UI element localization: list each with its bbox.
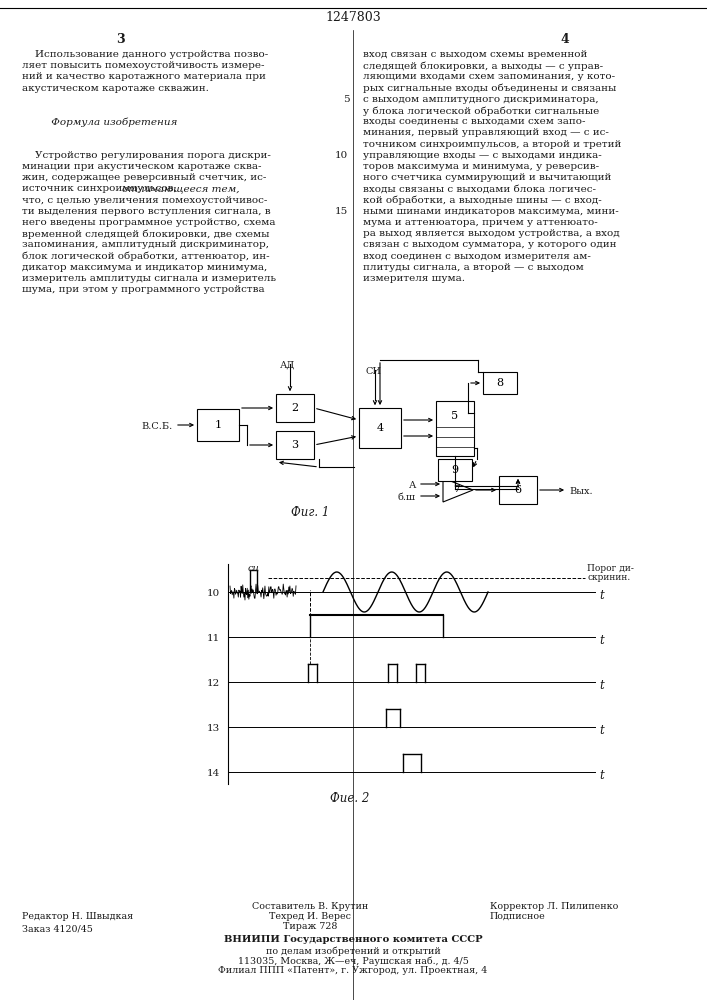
Text: 15: 15 xyxy=(334,207,348,216)
Text: 9: 9 xyxy=(452,465,459,475)
Text: ляет повысить помехоустойчивость измере-: ляет повысить помехоустойчивость измере- xyxy=(22,61,264,70)
Text: 5: 5 xyxy=(452,411,459,421)
Text: Формула изобретения: Формула изобретения xyxy=(22,117,177,127)
Text: мума и аттенюатора, причем у аттенюато-: мума и аттенюатора, причем у аттенюато- xyxy=(363,218,597,227)
Text: минации при акустическом каротаже сква-: минации при акустическом каротаже сква- xyxy=(22,162,262,171)
Text: связан с выходом сумматора, у которого один: связан с выходом сумматора, у которого о… xyxy=(363,240,617,249)
Text: вход соединен с выходом измерителя ам-: вход соединен с выходом измерителя ам- xyxy=(363,252,591,261)
Text: Филиал ППП «Патент», г. Ужгород, ул. Проектная, 4: Филиал ППП «Патент», г. Ужгород, ул. Про… xyxy=(218,966,488,975)
Text: t: t xyxy=(599,769,604,782)
Text: с выходом амплитудного дискриминатора,: с выходом амплитудного дискриминатора, xyxy=(363,95,599,104)
Bar xyxy=(483,372,517,394)
Text: 14: 14 xyxy=(206,769,220,778)
Text: управляющие входы — с выходами индика-: управляющие входы — с выходами индика- xyxy=(363,151,602,160)
Text: 5: 5 xyxy=(344,95,350,104)
Text: б.ш: б.ш xyxy=(398,493,416,502)
Text: у блока логической обработки сигнальные: у блока логической обработки сигнальные xyxy=(363,106,600,115)
Text: 13: 13 xyxy=(206,724,220,733)
Bar xyxy=(276,394,314,422)
Text: Использование данного устройства позво-: Использование данного устройства позво- xyxy=(22,50,268,59)
Text: источник синхроимпульсов,: источник синхроимпульсов, xyxy=(22,184,180,193)
Bar xyxy=(276,431,314,459)
Text: Вых.: Вых. xyxy=(569,487,592,496)
Text: Техред И. Верес: Техред И. Верес xyxy=(269,912,351,921)
Text: 4: 4 xyxy=(561,33,569,46)
Text: Устройство регулирования порога дискри-: Устройство регулирования порога дискри- xyxy=(22,151,271,160)
Text: Подписное: Подписное xyxy=(490,912,546,921)
Text: Корректор Л. Пилипенко: Корректор Л. Пилипенко xyxy=(490,902,619,911)
Text: скринин.: скринин. xyxy=(587,573,630,582)
Text: измерителя шума.: измерителя шума. xyxy=(363,274,465,283)
Text: торов максимума и минимума, у реверсив-: торов максимума и минимума, у реверсив- xyxy=(363,162,599,171)
Text: входы соединены с выходами схем запо-: входы соединены с выходами схем запо- xyxy=(363,117,585,126)
Text: АД: АД xyxy=(280,361,296,370)
Text: акустическом каротаже скважин.: акустическом каротаже скважин. xyxy=(22,84,209,93)
Text: плитуды сигнала, а второй — с выходом: плитуды сигнала, а второй — с выходом xyxy=(363,263,584,272)
Text: 3: 3 xyxy=(116,33,124,46)
Text: Фиг. 1: Фиг. 1 xyxy=(291,506,329,519)
Text: t: t xyxy=(599,724,604,737)
Text: ти выделения первого вступления сигнала, в: ти выделения первого вступления сигнала,… xyxy=(22,207,271,216)
Text: ного счетчика суммирующий и вычитающий: ного счетчика суммирующий и вычитающий xyxy=(363,173,612,182)
Text: 2: 2 xyxy=(291,403,298,413)
Text: вход связан с выходом схемы временной: вход связан с выходом схемы временной xyxy=(363,50,588,59)
Text: рых сигнальные входы объединены и связаны: рых сигнальные входы объединены и связан… xyxy=(363,84,617,93)
Text: Фие. 2: Фие. 2 xyxy=(330,792,370,805)
Text: t: t xyxy=(599,679,604,692)
Text: что, с целью увеличения помехоустойчивос-: что, с целью увеличения помехоустойчивос… xyxy=(22,196,267,205)
Text: А: А xyxy=(409,481,416,490)
Text: Порог ди-: Порог ди- xyxy=(587,564,634,573)
Text: измеритель амплитуды сигнала и измеритель: измеритель амплитуды сигнала и измерител… xyxy=(22,274,276,283)
Text: 4: 4 xyxy=(376,423,384,433)
Bar xyxy=(436,400,474,456)
Text: 3: 3 xyxy=(291,440,298,450)
Text: СИ: СИ xyxy=(365,367,381,376)
Text: ными шинами индикаторов максимума, мини-: ными шинами индикаторов максимума, мини- xyxy=(363,207,619,216)
Text: 12: 12 xyxy=(206,679,220,688)
Text: В.С.Б.: В.С.Б. xyxy=(141,422,173,431)
Text: Заказ 4120/45: Заказ 4120/45 xyxy=(22,924,93,933)
Text: 7: 7 xyxy=(452,486,460,494)
Text: 1247803: 1247803 xyxy=(325,11,381,24)
Text: отличающееся тем,: отличающееся тем, xyxy=(122,184,240,193)
Text: ний и качество каротажного материала при: ний и качество каротажного материала при xyxy=(22,72,266,81)
Text: блок логической обработки, аттенюатор, ин-: блок логической обработки, аттенюатор, и… xyxy=(22,252,269,261)
Text: t: t xyxy=(599,634,604,647)
Text: точником синхроимпульсов, а второй и третий: точником синхроимпульсов, а второй и тре… xyxy=(363,140,621,149)
Text: запоминания, амплитудный дискриминатор,: запоминания, амплитудный дискриминатор, xyxy=(22,240,269,249)
Text: Составитель В. Крутин: Составитель В. Крутин xyxy=(252,902,368,911)
Bar xyxy=(359,408,401,448)
Text: си: си xyxy=(248,564,259,573)
Text: Редактор Н. Швыдкая: Редактор Н. Швыдкая xyxy=(22,912,133,921)
Text: шума, при этом у программного устройства: шума, при этом у программного устройства xyxy=(22,285,264,294)
Text: 1: 1 xyxy=(214,420,221,430)
Text: кой обработки, а выходные шины — с вход-: кой обработки, а выходные шины — с вход- xyxy=(363,196,602,205)
Text: временной следящей блокировки, две схемы: временной следящей блокировки, две схемы xyxy=(22,229,269,239)
Text: Тираж 728: Тираж 728 xyxy=(283,922,337,931)
Text: дикатор максимума и индикатор минимума,: дикатор максимума и индикатор минимума, xyxy=(22,263,267,272)
Text: следящей блокировки, а выходы — с управ-: следящей блокировки, а выходы — с управ- xyxy=(363,61,603,71)
Text: ВНИИПИ Государственного комитета СССР: ВНИИПИ Государственного комитета СССР xyxy=(223,935,482,944)
Polygon shape xyxy=(443,478,473,502)
Text: минания, первый управляющий вход — с ис-: минания, первый управляющий вход — с ис- xyxy=(363,128,609,137)
Text: 8: 8 xyxy=(496,378,503,388)
Bar xyxy=(499,476,537,504)
Text: 10: 10 xyxy=(206,589,220,598)
Text: t: t xyxy=(599,589,604,602)
Text: жин, содержащее реверсивный счетчик, ис-: жин, содержащее реверсивный счетчик, ис- xyxy=(22,173,267,182)
Text: по делам изобретений и открытий: по делам изобретений и открытий xyxy=(266,946,440,956)
Bar xyxy=(438,459,472,481)
Text: 10: 10 xyxy=(334,151,348,160)
Text: 113035, Москва, Ж—еч, Раушская наб., д. 4/5: 113035, Москва, Ж—еч, Раушская наб., д. … xyxy=(238,956,469,966)
Text: ра выход является выходом устройства, а вход: ра выход является выходом устройства, а … xyxy=(363,229,619,238)
Text: него введены программное устройство, схема: него введены программное устройство, схе… xyxy=(22,218,276,227)
Text: 6: 6 xyxy=(515,485,522,495)
Text: входы связаны с выходами блока логичес-: входы связаны с выходами блока логичес- xyxy=(363,184,596,193)
Text: ляющими входами схем запоминания, у кото-: ляющими входами схем запоминания, у кото… xyxy=(363,72,615,81)
Bar xyxy=(197,409,239,441)
Text: 11: 11 xyxy=(206,634,220,643)
